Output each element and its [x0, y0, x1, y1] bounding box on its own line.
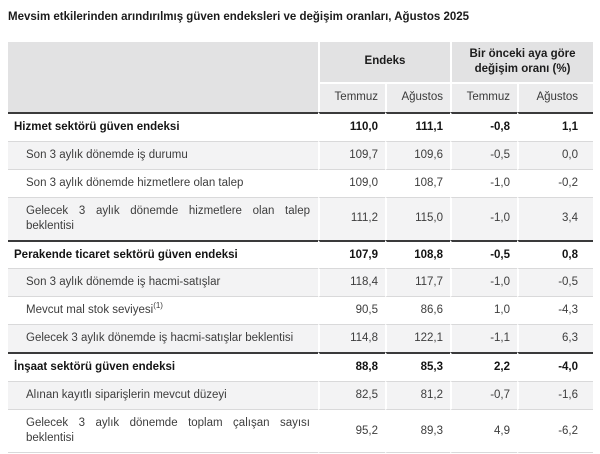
- row-label-text: Mevcut mal stok seviyesi: [26, 304, 154, 317]
- month-header-row: Temmuz Ağustos Temmuz Ağustos: [8, 83, 594, 112]
- table-row: Alınan kayıtlı siparişlerin mevcut düzey…: [8, 381, 594, 410]
- endeks-agustos-cell: 111,1: [385, 111, 451, 141]
- degisim-temmuz-cell: 4,9: [450, 409, 518, 453]
- table-row: Son 3 aylık dönemde hizmetlere olan tale…: [8, 168, 594, 197]
- endeks-temmuz-cell: 82,5: [318, 381, 385, 410]
- degisim-temmuz-cell: -0,5: [450, 239, 518, 269]
- table-row: Gelecek 3 aylık dönemde hizmetlere olan …: [8, 196, 594, 240]
- table-row: İnşaat sektörü güven endeksi 88,8 85,3 2…: [8, 352, 594, 382]
- degisim-agustos-cell: 0,0: [517, 140, 594, 169]
- row-label: Son 3 aylık dönemde hizmetlere olan tale…: [8, 168, 318, 197]
- label-column-header: [8, 42, 318, 112]
- row-label: İnşaat sektörü güven endeksi: [8, 352, 318, 381]
- endeks-agustos-cell: 108,7: [385, 168, 451, 197]
- row-label-text: Son 3 aylık dönemde iş hacmi-satışlar: [26, 276, 221, 289]
- row-label: Gelecek 3 aylık dönemde hizmetlere olan …: [8, 196, 318, 240]
- endeks-agustos-cell: 115,0: [385, 196, 451, 240]
- row-label: Son 3 aylık dönemde iş durumu: [8, 140, 318, 169]
- endeks-agustos-cell: 89,3: [385, 409, 451, 453]
- row-label-text: Son 3 aylık dönemde hizmetlere olan tale…: [26, 176, 244, 189]
- degisim-agustos-cell: -0,2: [517, 168, 594, 197]
- row-label-text: İnşaat sektörü güven endeksi: [14, 361, 176, 374]
- degisim-temmuz-cell: -1,0: [450, 268, 518, 297]
- degisim-temmuz-cell: -0,8: [450, 111, 518, 141]
- table-row: Mevcut mal stok seviyesi(1) 90,5 86,6 1,…: [8, 296, 594, 325]
- degisim-temmuz-cell: -1,1: [450, 324, 518, 353]
- degisim-temmuz-cell: -1,0: [450, 196, 518, 240]
- table-body: Hizmet sektörü güven endeksi 110,0 111,1…: [8, 111, 594, 453]
- endeks-temmuz-cell: 110,0: [318, 111, 385, 141]
- row-label-text: Gelecek 3 aylık dönemde hizmetlere olan …: [26, 204, 310, 232]
- row-label-text: Gelecek 3 aylık dönemde toplam çalışan s…: [26, 417, 310, 445]
- degisim-agustos-cell: 1,1: [517, 111, 594, 141]
- degisim-agustos-header: Ağustos: [517, 83, 594, 112]
- row-label: Gelecek 3 aylık dönemde toplam çalışan s…: [8, 409, 318, 453]
- endeks-temmuz-cell: 109,7: [318, 140, 385, 169]
- endeks-agustos-cell: 108,8: [385, 239, 451, 269]
- degisim-agustos-cell: -0,5: [517, 268, 594, 297]
- table-row: Son 3 aylık dönemde iş durumu 109,7 109,…: [8, 140, 594, 169]
- degisim-agustos-cell: 0,8: [517, 239, 594, 269]
- table-row: Gelecek 3 aylık dönemde iş hacmi-satışla…: [8, 324, 594, 353]
- footnote-ref: (1): [153, 301, 163, 311]
- degisim-temmuz-cell: 2,2: [450, 352, 518, 382]
- endeks-temmuz-cell: 109,0: [318, 168, 385, 197]
- endeks-agustos-cell: 86,6: [385, 296, 451, 325]
- row-label-text: Perakende ticaret sektörü güven endeksi: [14, 248, 238, 261]
- degisim-temmuz-cell: -1,0: [450, 168, 518, 197]
- confidence-index-table: Endeks Bir önceki aya göre değişim oranı…: [8, 42, 594, 453]
- row-label: Gelecek 3 aylık dönemde iş hacmi-satışla…: [8, 324, 318, 353]
- row-label: Hizmet sektörü güven endeksi: [8, 111, 318, 141]
- endeks-temmuz-cell: 95,2: [318, 409, 385, 453]
- page-title: Mevsim etkilerinden arındırılmış güven e…: [8, 11, 470, 23]
- table-row: Son 3 aylık dönemde iş hacmi-satışlar 11…: [8, 268, 594, 297]
- degisim-agustos-cell: -4,0: [517, 352, 594, 382]
- row-label: Son 3 aylık dönemde iş hacmi-satışlar: [8, 268, 318, 297]
- endeks-temmuz-header: Temmuz: [318, 83, 385, 112]
- endeks-temmuz-cell: 114,8: [318, 324, 385, 353]
- endeks-group-header: Endeks: [318, 42, 451, 84]
- endeks-temmuz-cell: 111,2: [318, 196, 385, 240]
- table-row: Gelecek 3 aylık dönemde toplam çalışan s…: [8, 409, 594, 453]
- row-label-text: Son 3 aylık dönemde iş durumu: [26, 148, 188, 161]
- endeks-agustos-cell: 117,7: [385, 268, 451, 297]
- row-label-text: Hizmet sektörü güven endeksi: [14, 120, 180, 133]
- degisim-temmuz-cell: -0,5: [450, 140, 518, 169]
- degisim-temmuz-cell: 1,0: [450, 296, 518, 325]
- degisim-agustos-cell: -4,3: [517, 296, 594, 325]
- table-row: Perakende ticaret sektörü güven endeksi …: [8, 239, 594, 269]
- endeks-agustos-cell: 85,3: [385, 352, 451, 382]
- endeks-temmuz-cell: 118,4: [318, 268, 385, 297]
- endeks-agustos-cell: 109,6: [385, 140, 451, 169]
- table-header: Endeks Bir önceki aya göre değişim oranı…: [8, 42, 594, 112]
- degisim-agustos-cell: -6,2: [517, 409, 594, 453]
- endeks-agustos-header: Ağustos: [385, 83, 451, 112]
- endeks-temmuz-cell: 107,9: [318, 239, 385, 269]
- degisim-agustos-cell: -1,6: [517, 381, 594, 410]
- row-label-text: Alınan kayıtlı siparişlerin mevcut düzey…: [26, 389, 227, 402]
- endeks-temmuz-cell: 90,5: [318, 296, 385, 325]
- row-label: Perakende ticaret sektörü güven endeksi: [8, 239, 318, 269]
- endeks-temmuz-cell: 88,8: [318, 352, 385, 382]
- endeks-agustos-cell: 81,2: [385, 381, 451, 410]
- row-label: Mevcut mal stok seviyesi(1): [8, 296, 318, 324]
- row-label-text: Gelecek 3 aylık dönemde iş hacmi-satışla…: [26, 332, 294, 345]
- endeks-agustos-cell: 122,1: [385, 324, 451, 353]
- table-row: Hizmet sektörü güven endeksi 110,0 111,1…: [8, 111, 594, 141]
- degisim-agustos-cell: 6,3: [517, 324, 594, 353]
- change-rate-group-header: Bir önceki aya göre değişim oranı (%): [450, 42, 594, 84]
- group-header-row: Endeks Bir önceki aya göre değişim oranı…: [8, 42, 594, 112]
- degisim-agustos-cell: 3,4: [517, 196, 594, 240]
- degisim-temmuz-cell: -0,7: [450, 381, 518, 410]
- degisim-temmuz-header: Temmuz: [450, 83, 518, 112]
- row-label: Alınan kayıtlı siparişlerin mevcut düzey…: [8, 381, 318, 410]
